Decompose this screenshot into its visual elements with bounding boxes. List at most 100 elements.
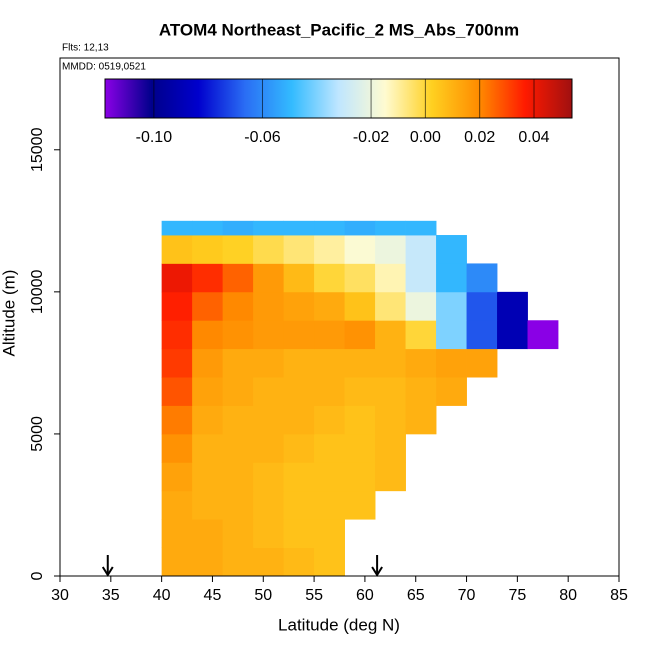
heat-cell [222, 235, 254, 264]
heat-cell [161, 263, 193, 293]
heat-cell [253, 547, 284, 577]
heat-cell [344, 433, 376, 463]
colorbar-tick-label: -0.10 [136, 129, 173, 146]
heat-cell [344, 263, 376, 293]
heat-cell [192, 405, 224, 435]
heat-cell [161, 433, 193, 463]
heat-cell [436, 348, 467, 378]
x-axis-label: Latitude (deg N) [278, 615, 400, 634]
heat-cell [222, 220, 254, 236]
heat-cell [314, 235, 345, 264]
heat-cell [344, 320, 376, 350]
x-tick-label: 80 [559, 587, 577, 604]
colorbar [104, 78, 573, 119]
heat-cell [497, 320, 528, 350]
heat-cell [466, 291, 498, 321]
heat-cell [436, 377, 467, 406]
heat-cell [344, 377, 376, 406]
x-tick-label: 40 [153, 587, 171, 604]
heat-cell [192, 433, 224, 463]
heat-cell [161, 235, 193, 264]
heat-cell [436, 235, 467, 264]
heat-cell [283, 405, 315, 435]
heat-cell [161, 490, 193, 520]
x-tick-label: 60 [356, 587, 374, 604]
y-tick-label: 0 [29, 571, 46, 580]
heat-cell [405, 235, 437, 264]
heat-cell [222, 462, 254, 492]
heat-cell [497, 291, 528, 321]
heat-cell [161, 291, 193, 321]
heat-cell [344, 490, 376, 520]
heat-cell [253, 220, 284, 236]
heat-cell [222, 291, 254, 321]
heat-cell [375, 462, 406, 492]
colorbar-tick-label: 0.04 [518, 129, 549, 146]
chart-title: ATOM4 Northeast_Pacific_2 MS_Abs_700nm [159, 20, 519, 39]
marker-arrowhead [371, 566, 383, 577]
annotation: Flts: 12,13 [62, 43, 109, 54]
colorbar-tick-label: 0.00 [410, 129, 441, 146]
heat-cell [253, 490, 284, 520]
heat-cell [375, 220, 406, 236]
heat-cell [375, 291, 406, 321]
heat-cell [314, 490, 345, 520]
heat-cell [314, 263, 345, 293]
heat-cell [253, 291, 284, 321]
heat-cell [161, 377, 193, 406]
heat-cell [466, 263, 498, 293]
heat-cell [192, 220, 224, 236]
x-tick-label: 65 [407, 587, 425, 604]
heat-cell [375, 405, 406, 435]
heat-cell [222, 348, 254, 378]
heat-cell [344, 462, 376, 492]
heat-cell [161, 220, 193, 236]
heat-cell [466, 320, 498, 350]
heat-cell [314, 519, 345, 548]
heat-cell [314, 291, 345, 321]
heat-cell [222, 263, 254, 293]
heat-cell [375, 433, 406, 463]
heat-cell [253, 235, 284, 264]
x-tick-label: 55 [305, 587, 323, 604]
annotation: MMDD: 0519,0521 [62, 62, 146, 73]
heat-cell [283, 220, 315, 236]
y-tick-label: 5000 [29, 416, 46, 452]
heat-cell [222, 405, 254, 435]
heat-cell [253, 377, 284, 406]
heat-cell [222, 377, 254, 406]
heat-cell [161, 348, 193, 378]
heat-cell [283, 490, 315, 520]
heat-cell [222, 519, 254, 548]
heat-cell [375, 320, 406, 350]
heat-cell [222, 320, 254, 350]
heat-cell [283, 462, 315, 492]
heat-cell [436, 263, 467, 293]
heat-cell [405, 220, 437, 236]
heat-cell [527, 320, 559, 350]
heat-cell [222, 547, 254, 577]
x-tick-label: 85 [610, 587, 628, 604]
heat-cell [283, 547, 315, 577]
heat-cell [344, 220, 376, 236]
heat-cell [253, 320, 284, 350]
heat-cell [253, 433, 284, 463]
heat-cell [192, 291, 224, 321]
heat-cell [161, 519, 193, 548]
heat-cell [283, 348, 315, 378]
heat-cell [314, 405, 345, 435]
heat-cell [192, 490, 224, 520]
heat-cell [375, 235, 406, 264]
heat-cell [344, 235, 376, 264]
heat-cell [222, 433, 254, 463]
heat-cell [192, 547, 224, 577]
colorbar-tick-label: -0.02 [353, 129, 390, 146]
heat-cell [283, 291, 315, 321]
heat-cell [375, 348, 406, 378]
heat-cell [405, 348, 437, 378]
heat-cell [192, 348, 224, 378]
heat-cell [344, 291, 376, 321]
heat-cell [161, 320, 193, 350]
x-tick-label: 75 [508, 587, 526, 604]
heat-cell [314, 220, 345, 236]
